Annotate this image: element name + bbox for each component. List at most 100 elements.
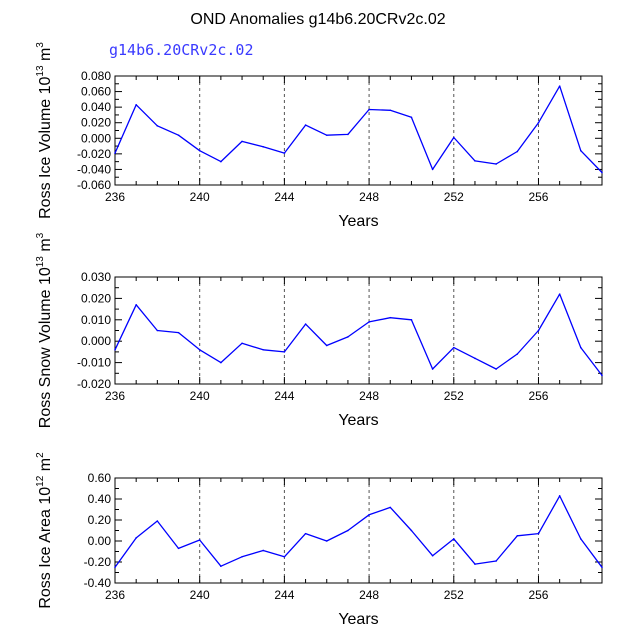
data-point — [135, 537, 137, 539]
y-tick-label: 0.000 — [81, 131, 111, 145]
chart-title: OND Anomalies g14b6.20CRv2c.02 — [190, 11, 445, 28]
y-tick-label: 0.080 — [81, 69, 111, 83]
y-tick-label: 0.060 — [81, 85, 111, 99]
panels-container: 236 240 244 248 252 256-0.060-0.040-0.0200.00… — [35, 41, 603, 628]
data-point — [177, 134, 180, 136]
data-point — [241, 342, 243, 345]
data-point — [389, 109, 392, 112]
data-point — [389, 316, 392, 319]
data-point — [558, 85, 561, 87]
y-tick-label: -0.010 — [77, 356, 111, 370]
data-point — [558, 495, 561, 497]
plot-frame — [114, 75, 603, 186]
plot-frame — [114, 477, 603, 584]
panel-2: 236 240 244 248 252 256 -0.020 -0.010 0.000 0.010… — [35, 232, 603, 429]
data-point — [431, 368, 434, 370]
data-point — [410, 319, 413, 321]
x-axis-label: Years — [338, 611, 378, 628]
data-point — [156, 329, 159, 332]
y-tick-label: 0.40 — [88, 492, 112, 506]
data-point — [198, 348, 201, 351]
x-tick-label: 240 — [190, 588, 210, 602]
y-tick-label: -0.040 — [77, 162, 111, 176]
data-point — [347, 336, 349, 338]
x-tick-label: 252 — [444, 588, 464, 602]
y-tick-label: -0.40 — [84, 576, 112, 590]
data-point — [220, 361, 222, 364]
data-point — [156, 125, 159, 127]
plot-frame — [114, 276, 603, 385]
x-tick-label: 236 — [105, 588, 125, 602]
data-point — [580, 346, 582, 349]
x-tick-label: 240 — [190, 389, 210, 403]
data-point — [389, 506, 392, 509]
y-axis-label: Ross Ice Area 1012 m2 — [35, 452, 54, 609]
y-tick-label: 0.030 — [81, 270, 111, 284]
data-point — [495, 560, 497, 562]
y-tick-label: 0.040 — [81, 100, 111, 114]
data-point — [325, 134, 328, 136]
data-point — [580, 149, 582, 152]
x-tick-label: 240 — [190, 190, 210, 204]
y-tick-label: -0.060 — [77, 178, 111, 192]
data-point — [580, 538, 582, 540]
data-point — [241, 555, 243, 558]
data-point — [601, 171, 603, 174]
x-tick-label: 248 — [359, 588, 379, 602]
data-point — [410, 529, 413, 532]
series-line — [114, 293, 603, 376]
data-point — [537, 121, 540, 124]
x-tick-label: 256 — [528, 588, 548, 602]
y-axis-label: Ross Snow Volume 1013 m3 — [35, 232, 54, 428]
data-point — [410, 116, 413, 119]
panel-subtitle: g14b6.20CRv2c.02 — [109, 41, 254, 59]
x-tick-label: 248 — [359, 190, 379, 204]
data-point — [135, 304, 137, 306]
x-tick-label: 256 — [528, 389, 548, 403]
data-point — [220, 160, 222, 163]
data-point — [452, 346, 455, 349]
x-tick-label: 252 — [444, 190, 464, 204]
data-point — [431, 168, 434, 171]
series-line — [114, 85, 603, 173]
x-tick-label: 252 — [444, 389, 464, 403]
data-point — [304, 323, 307, 325]
y-tick-label: 0.020 — [81, 291, 111, 305]
data-point — [262, 146, 265, 148]
series-line — [114, 495, 603, 568]
data-point — [304, 532, 307, 535]
panel-1: 236 240 244 248 252 256 -0.060 -0.040-0.020 0.00… — [35, 41, 603, 230]
data-point — [368, 108, 370, 111]
panel-3: 236 240 244 248 252 256 -0.40 -0.20 0.00 0.20 0.40… — [35, 452, 603, 628]
y-tick-label: 0.60 — [88, 471, 112, 485]
y-tick-label: 0.00 — [88, 534, 112, 548]
data-point — [156, 520, 159, 522]
data-point — [177, 331, 180, 334]
data-point — [198, 539, 201, 541]
data-point — [220, 565, 222, 567]
data-point — [198, 149, 201, 152]
data-point — [474, 563, 476, 565]
data-point — [347, 529, 349, 532]
data-point — [516, 353, 519, 355]
x-tick-label: 248 — [359, 389, 379, 403]
data-point — [114, 152, 116, 154]
data-point — [452, 538, 455, 540]
data-point — [347, 133, 349, 136]
data-point — [304, 124, 307, 126]
y-tick-label: -0.020 — [77, 147, 111, 161]
y-tick-label: -0.20 — [84, 555, 112, 569]
data-point — [283, 555, 286, 558]
data-point — [262, 348, 265, 351]
data-point — [558, 293, 561, 295]
x-tick-label: 244 — [274, 190, 294, 204]
y-tick-label: 0.020 — [81, 116, 111, 130]
y-tick-label: -0.020 — [77, 377, 111, 391]
x-tick-label: 244 — [274, 389, 294, 403]
x-axis-label: Years — [338, 213, 378, 230]
y-tick-label: 0.20 — [88, 513, 112, 527]
data-point — [431, 554, 434, 557]
data-point — [114, 348, 116, 351]
y-tick-label: 0.010 — [81, 313, 111, 327]
